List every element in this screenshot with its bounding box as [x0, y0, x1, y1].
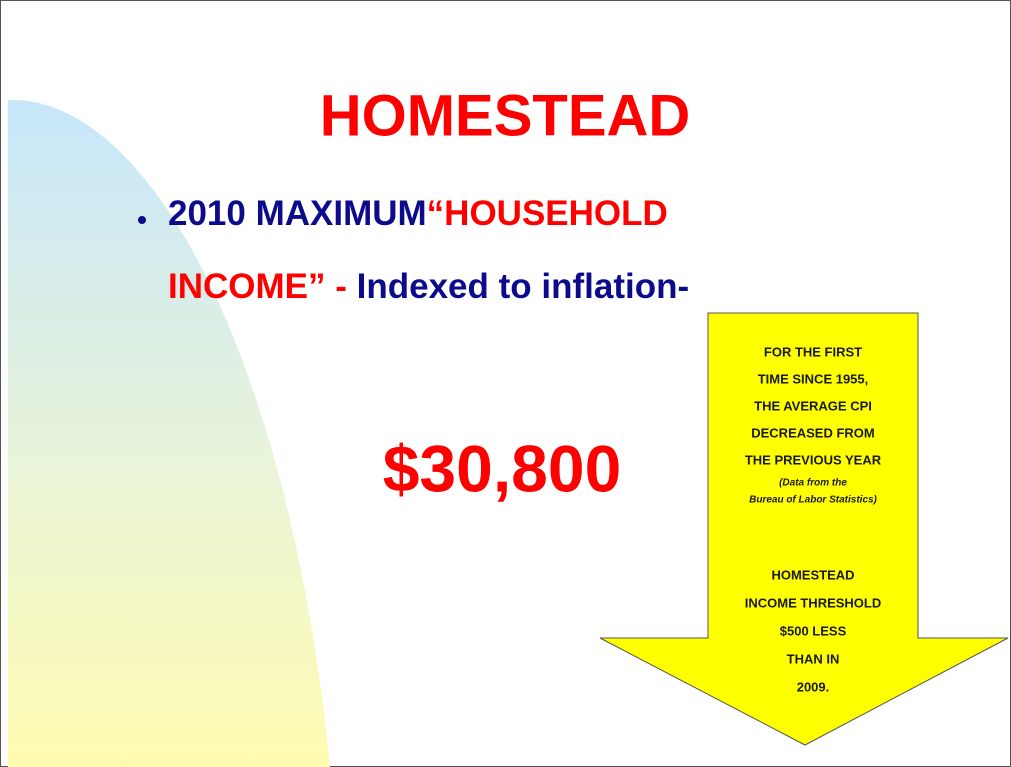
callout-line: DECREASED FROM	[751, 425, 875, 440]
amount: $30,800	[383, 431, 622, 505]
callout-line: FOR THE FIRST	[764, 344, 862, 359]
callout-line: INCOME THRESHOLD	[745, 595, 882, 610]
callout-arrow	[599, 312, 1009, 746]
callout-line: $500 LESS	[780, 623, 847, 638]
callout-line: THE AVERAGE CPI	[754, 398, 872, 413]
bullet-text: 2010 MAXIMUM	[168, 194, 427, 233]
bullet-line-1: 2010 MAXIMUM“HOUSEHOLD	[168, 194, 668, 233]
bullet-text: INCOME” -	[168, 267, 347, 306]
title: HOMESTEAD	[320, 83, 691, 148]
bullet-text: Indexed to inflation-	[357, 267, 689, 306]
background-shape	[8, 99, 330, 767]
callout-line: TIME SINCE 1955,	[758, 371, 869, 386]
callout-line: 2009.	[797, 679, 830, 694]
callout-line: (Data from the	[779, 478, 847, 489]
bullet-line-2: INCOME” - Indexed to inflation-	[168, 267, 689, 306]
callout-text: FOR THE FIRST TIME SINCE 1955, THE AVERAGE…	[745, 344, 882, 694]
callout-line: HOMESTEAD	[771, 567, 854, 582]
callout-line: THE PREVIOUS YEAR	[745, 452, 882, 467]
callout-line: THAN IN	[787, 651, 840, 666]
bullet-dot	[138, 216, 146, 224]
bullet-text: “HOUSEHOLD	[427, 194, 668, 233]
callout-line: Bureau of Labor Statistics)	[749, 495, 877, 506]
